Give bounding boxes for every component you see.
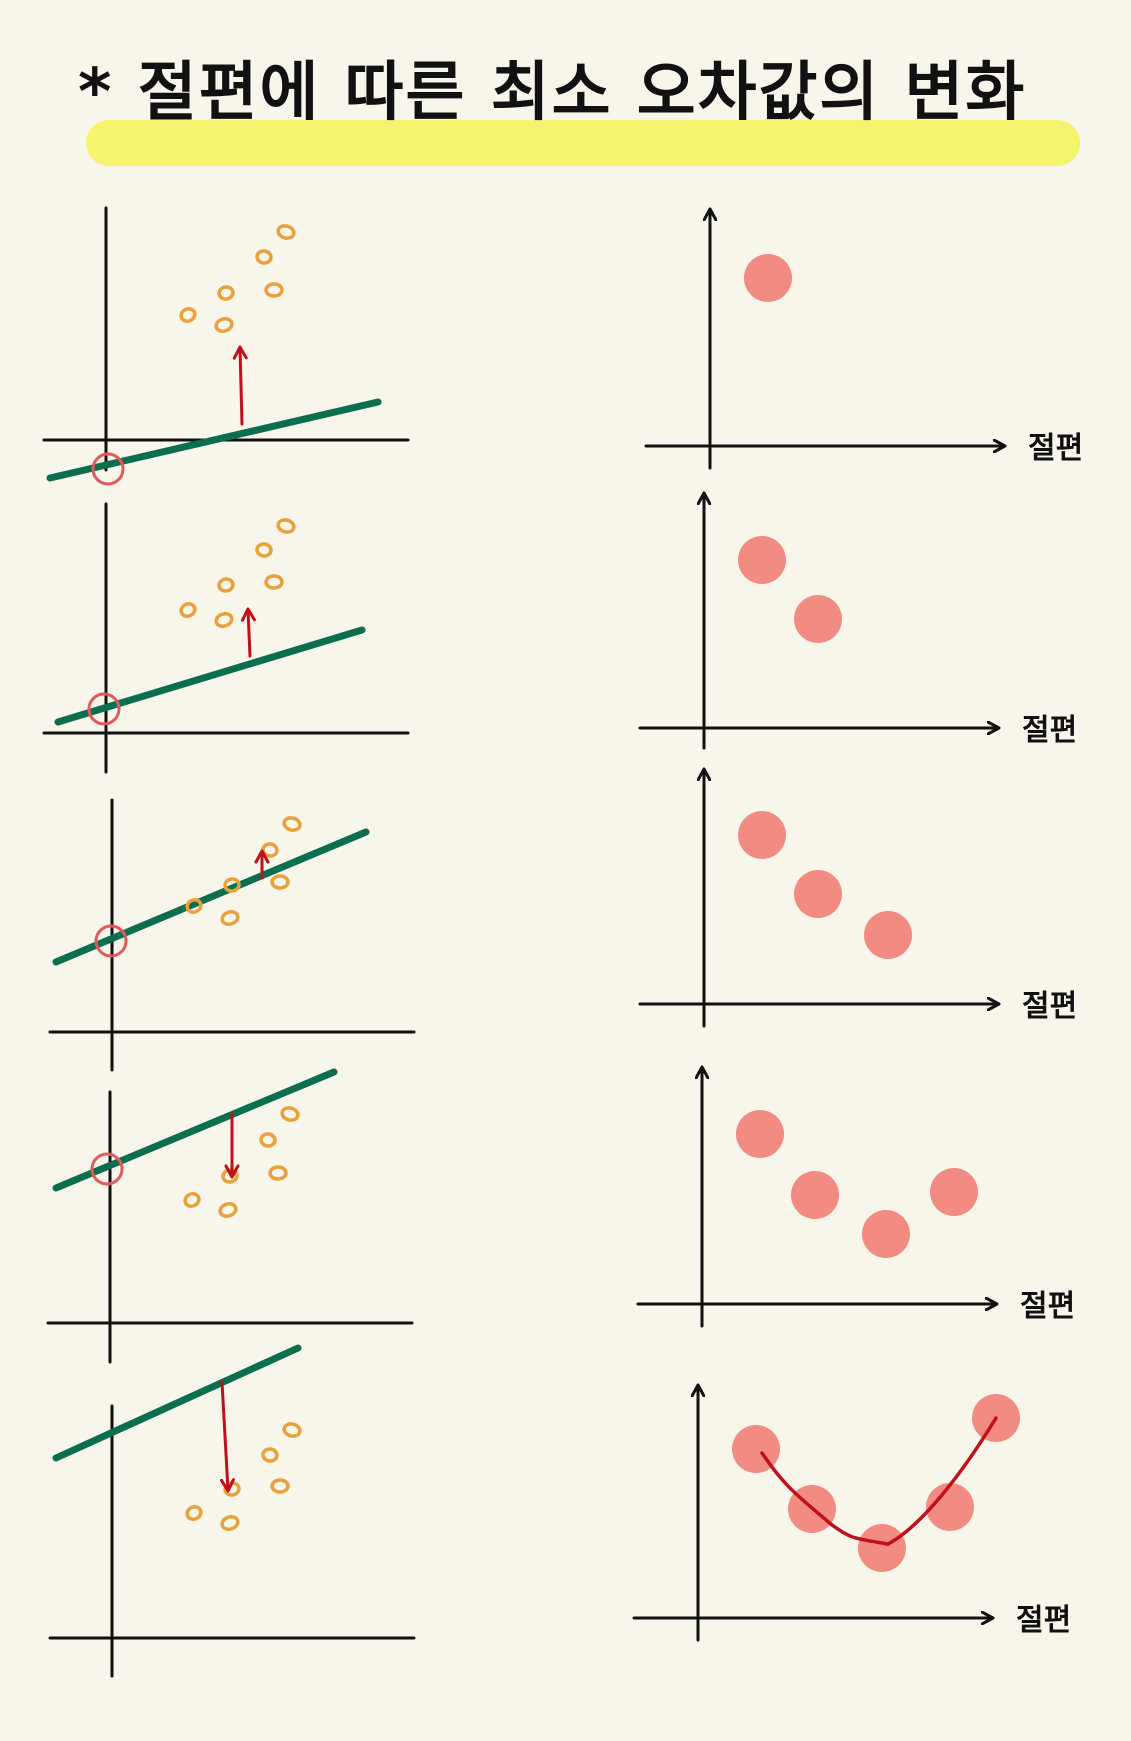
error-arrow bbox=[240, 607, 256, 658]
intercept-marker bbox=[94, 924, 128, 958]
error-chart-5: 절편 bbox=[632, 1386, 1071, 1642]
data-point bbox=[270, 874, 290, 890]
error-arrow bbox=[232, 345, 248, 426]
data-point bbox=[276, 518, 296, 534]
error-point bbox=[738, 811, 786, 859]
data-point bbox=[264, 574, 284, 590]
data-point bbox=[179, 307, 197, 323]
regression-line bbox=[52, 828, 370, 966]
data-point bbox=[282, 816, 302, 832]
regression-line bbox=[52, 1068, 338, 1192]
data-point bbox=[214, 612, 234, 628]
data-point bbox=[261, 1447, 279, 1463]
page-title: * 절편에 따른 최소 오차값의 변화 bbox=[78, 56, 1027, 130]
regression-panel-1 bbox=[42, 206, 410, 486]
data-point bbox=[255, 249, 273, 265]
error-arrow bbox=[219, 1380, 235, 1493]
data-point bbox=[261, 842, 279, 858]
title-highlight bbox=[86, 120, 1080, 166]
error-point bbox=[862, 1210, 910, 1258]
x-axis-label: 절편 bbox=[1028, 431, 1083, 466]
intercept-marker bbox=[91, 452, 125, 486]
intercept-marker bbox=[87, 692, 121, 726]
data-point bbox=[270, 1478, 290, 1494]
data-point bbox=[217, 285, 235, 301]
data-point bbox=[183, 1192, 201, 1208]
error-chart-4: 절편 bbox=[636, 1068, 1075, 1328]
data-point bbox=[185, 898, 203, 914]
error-point bbox=[794, 595, 842, 643]
error-point bbox=[864, 911, 912, 959]
x-axis-label: 절편 bbox=[1020, 1289, 1075, 1324]
regression-line bbox=[52, 1344, 302, 1462]
error-curve bbox=[760, 1416, 998, 1546]
data-point bbox=[217, 577, 235, 593]
error-point bbox=[791, 1171, 839, 1219]
error-point bbox=[736, 1110, 784, 1158]
data-point bbox=[282, 1422, 302, 1438]
data-point bbox=[223, 877, 241, 893]
data-point bbox=[220, 1515, 240, 1531]
data-point bbox=[280, 1106, 300, 1122]
data-point bbox=[255, 542, 273, 558]
x-axis-label: 절편 bbox=[1022, 989, 1077, 1024]
x-axis-label: 절편 bbox=[1022, 713, 1077, 748]
data-point bbox=[214, 317, 234, 333]
error-chart-3: 절편 bbox=[638, 770, 1077, 1028]
data-point bbox=[268, 1165, 288, 1181]
error-point bbox=[794, 870, 842, 918]
error-point bbox=[930, 1168, 978, 1216]
error-chart-2: 절편 bbox=[638, 494, 1077, 750]
regression-panel-5 bbox=[48, 1344, 416, 1678]
regression-panel-3 bbox=[48, 798, 416, 1072]
data-point bbox=[264, 282, 284, 298]
intercept-marker bbox=[90, 1152, 124, 1186]
regression-panel-4 bbox=[46, 1068, 414, 1364]
error-point bbox=[926, 1483, 974, 1531]
regression-panel-2 bbox=[42, 502, 410, 774]
data-point bbox=[221, 1168, 239, 1184]
regression-line bbox=[46, 398, 382, 482]
data-point bbox=[218, 1202, 238, 1218]
error-point bbox=[738, 536, 786, 584]
data-point bbox=[185, 1505, 203, 1521]
error-point bbox=[744, 254, 792, 302]
data-point bbox=[276, 224, 296, 240]
error-chart-1: 절편 bbox=[644, 210, 1083, 470]
x-axis-label: 절편 bbox=[1016, 1603, 1071, 1638]
regression-panels bbox=[42, 206, 416, 1678]
data-point bbox=[259, 1132, 277, 1148]
regression-line bbox=[54, 626, 366, 726]
error-point bbox=[858, 1524, 906, 1572]
data-point bbox=[220, 910, 240, 926]
data-point bbox=[179, 602, 197, 618]
